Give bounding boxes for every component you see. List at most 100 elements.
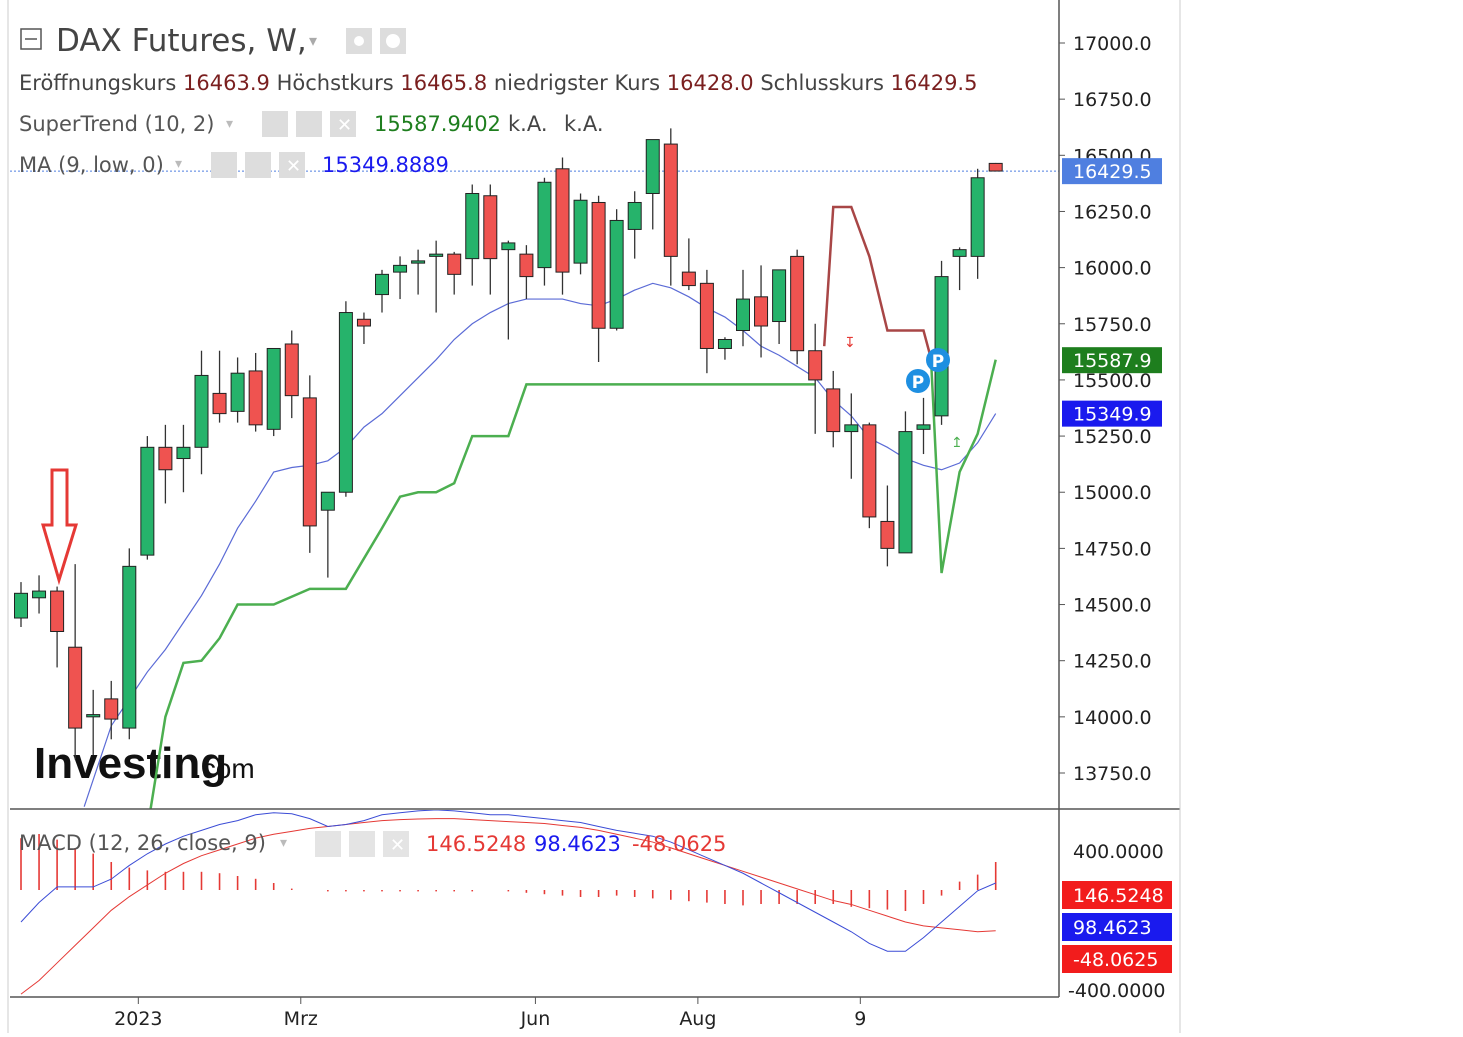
candle bbox=[970, 168, 985, 279]
x-tick-label: Aug bbox=[679, 1008, 716, 1030]
candle bbox=[934, 260, 949, 425]
x-tick-label: 2023 bbox=[114, 1008, 162, 1030]
candle bbox=[338, 301, 353, 497]
y-tick-label: 16000.0 bbox=[1073, 258, 1152, 280]
macd-dropdown-icon[interactable]: ▾ bbox=[280, 835, 287, 851]
candle bbox=[411, 249, 426, 295]
ma-tag: 15349.9 bbox=[1062, 400, 1162, 427]
ohlc-row: Eröffnungskurs 16463.9 Höchstkurs 16465.… bbox=[19, 71, 977, 95]
y-tick-label: 17000.0 bbox=[1073, 33, 1152, 55]
supertrend-up-line bbox=[149, 383, 816, 809]
candle bbox=[194, 350, 209, 475]
svg-text:15349.9: 15349.9 bbox=[1073, 404, 1152, 426]
svg-text:-48.0625: -48.0625 bbox=[1073, 949, 1158, 971]
candle bbox=[483, 184, 498, 295]
y-tick-label: 15000.0 bbox=[1073, 482, 1152, 504]
supertrend-close-icon[interactable] bbox=[330, 111, 356, 137]
x-tick-label: 9 bbox=[854, 1008, 866, 1030]
macd-eye-icon[interactable] bbox=[315, 831, 341, 857]
candle bbox=[555, 157, 570, 295]
candle bbox=[808, 323, 823, 434]
macd-tag: 146.5248 bbox=[1062, 881, 1172, 909]
candle bbox=[230, 357, 245, 423]
candle bbox=[573, 193, 588, 275]
candle bbox=[176, 424, 191, 493]
candle bbox=[284, 330, 299, 419]
candle bbox=[609, 209, 624, 331]
down-arrow-annotation bbox=[41, 468, 79, 586]
candle bbox=[681, 238, 696, 291]
candle bbox=[212, 350, 227, 423]
sell-signal-arrow: ↧ bbox=[844, 335, 856, 351]
candle bbox=[50, 586, 65, 668]
svg-text:16429.5: 16429.5 bbox=[1073, 161, 1152, 183]
supertrend-na-2: k.A. bbox=[564, 112, 604, 136]
candle bbox=[393, 256, 408, 300]
supertrend-eye-icon[interactable] bbox=[262, 111, 288, 137]
macd-gear-icon[interactable] bbox=[349, 831, 375, 857]
ma-close-icon[interactable] bbox=[279, 152, 305, 178]
candle bbox=[880, 485, 895, 567]
y-tick-label: 14750.0 bbox=[1073, 538, 1152, 560]
ma-dropdown-icon[interactable]: ▾ bbox=[175, 156, 182, 172]
candle bbox=[140, 436, 155, 560]
y-tick-label: 15500.0 bbox=[1073, 370, 1152, 392]
macd-tick-label: -400.0000 bbox=[1068, 980, 1166, 1002]
candle bbox=[736, 269, 750, 347]
candle bbox=[158, 424, 173, 504]
ma-gear-icon[interactable] bbox=[245, 152, 271, 178]
svg-text:✕: ✕ bbox=[286, 156, 301, 177]
ma-line bbox=[83, 282, 997, 807]
x-tick-label: Jun bbox=[520, 1008, 551, 1030]
candle bbox=[447, 251, 462, 295]
candle bbox=[754, 265, 769, 358]
candle bbox=[826, 370, 841, 448]
supertrend-na-1: k.A. bbox=[508, 112, 548, 136]
macd-value-3: -48.0625 bbox=[632, 832, 726, 856]
candle bbox=[501, 240, 516, 340]
supertrend-tag: 15587.9 bbox=[1062, 347, 1162, 374]
candle bbox=[717, 337, 732, 360]
candle bbox=[104, 680, 119, 740]
supertrend-dropdown-icon[interactable]: ▾ bbox=[226, 116, 233, 132]
macd-label: MACD (12, 26, close, 9) bbox=[19, 831, 266, 855]
macd-signal-line bbox=[20, 818, 996, 995]
candle bbox=[429, 240, 444, 313]
y-tick-label: 14250.0 bbox=[1073, 651, 1152, 673]
candle bbox=[86, 689, 101, 756]
supertrend-gear-icon[interactable] bbox=[296, 111, 322, 137]
candle bbox=[663, 128, 678, 286]
investing-watermark: Investing .com bbox=[34, 739, 255, 788]
svg-text:✕: ✕ bbox=[337, 115, 352, 136]
candle bbox=[772, 269, 787, 344]
y-tick-label: 16250.0 bbox=[1073, 201, 1152, 223]
macd-close-icon[interactable] bbox=[383, 831, 409, 857]
ma-label: MA (9, low, 0) bbox=[19, 153, 164, 177]
y-tick-label: 15750.0 bbox=[1073, 314, 1152, 336]
svg-text:146.5248: 146.5248 bbox=[1073, 885, 1164, 907]
pivot-marker-2[interactable]: P bbox=[926, 348, 950, 372]
macd-line bbox=[20, 810, 996, 952]
candle bbox=[248, 352, 263, 432]
title-dropdown-icon[interactable]: ▾ bbox=[309, 31, 317, 50]
candle bbox=[122, 548, 137, 740]
y-tick-label: 14500.0 bbox=[1073, 595, 1152, 617]
supertrend-label: SuperTrend (10, 2) bbox=[19, 112, 215, 136]
candle bbox=[537, 177, 552, 286]
ma-value: 15349.8889 bbox=[322, 153, 449, 177]
svg-text:P: P bbox=[912, 373, 924, 393]
chart-legend: DAX Futures, W, ▾ Eröffnungskurs 16463.9… bbox=[19, 23, 977, 857]
candle bbox=[645, 139, 660, 230]
candle bbox=[14, 582, 28, 627]
candle bbox=[32, 575, 47, 614]
candle bbox=[988, 162, 1003, 172]
pivot-marker-1[interactable]: P bbox=[906, 369, 930, 393]
ma-eye-icon[interactable] bbox=[211, 152, 237, 178]
candle bbox=[790, 249, 805, 365]
watermark-suffix: .com bbox=[194, 753, 255, 784]
chart-title: DAX Futures, W, bbox=[56, 23, 307, 59]
candle bbox=[465, 184, 480, 286]
last-price-tag: 16429.5 bbox=[1062, 158, 1162, 185]
y-tick-label: 16750.0 bbox=[1073, 89, 1152, 111]
